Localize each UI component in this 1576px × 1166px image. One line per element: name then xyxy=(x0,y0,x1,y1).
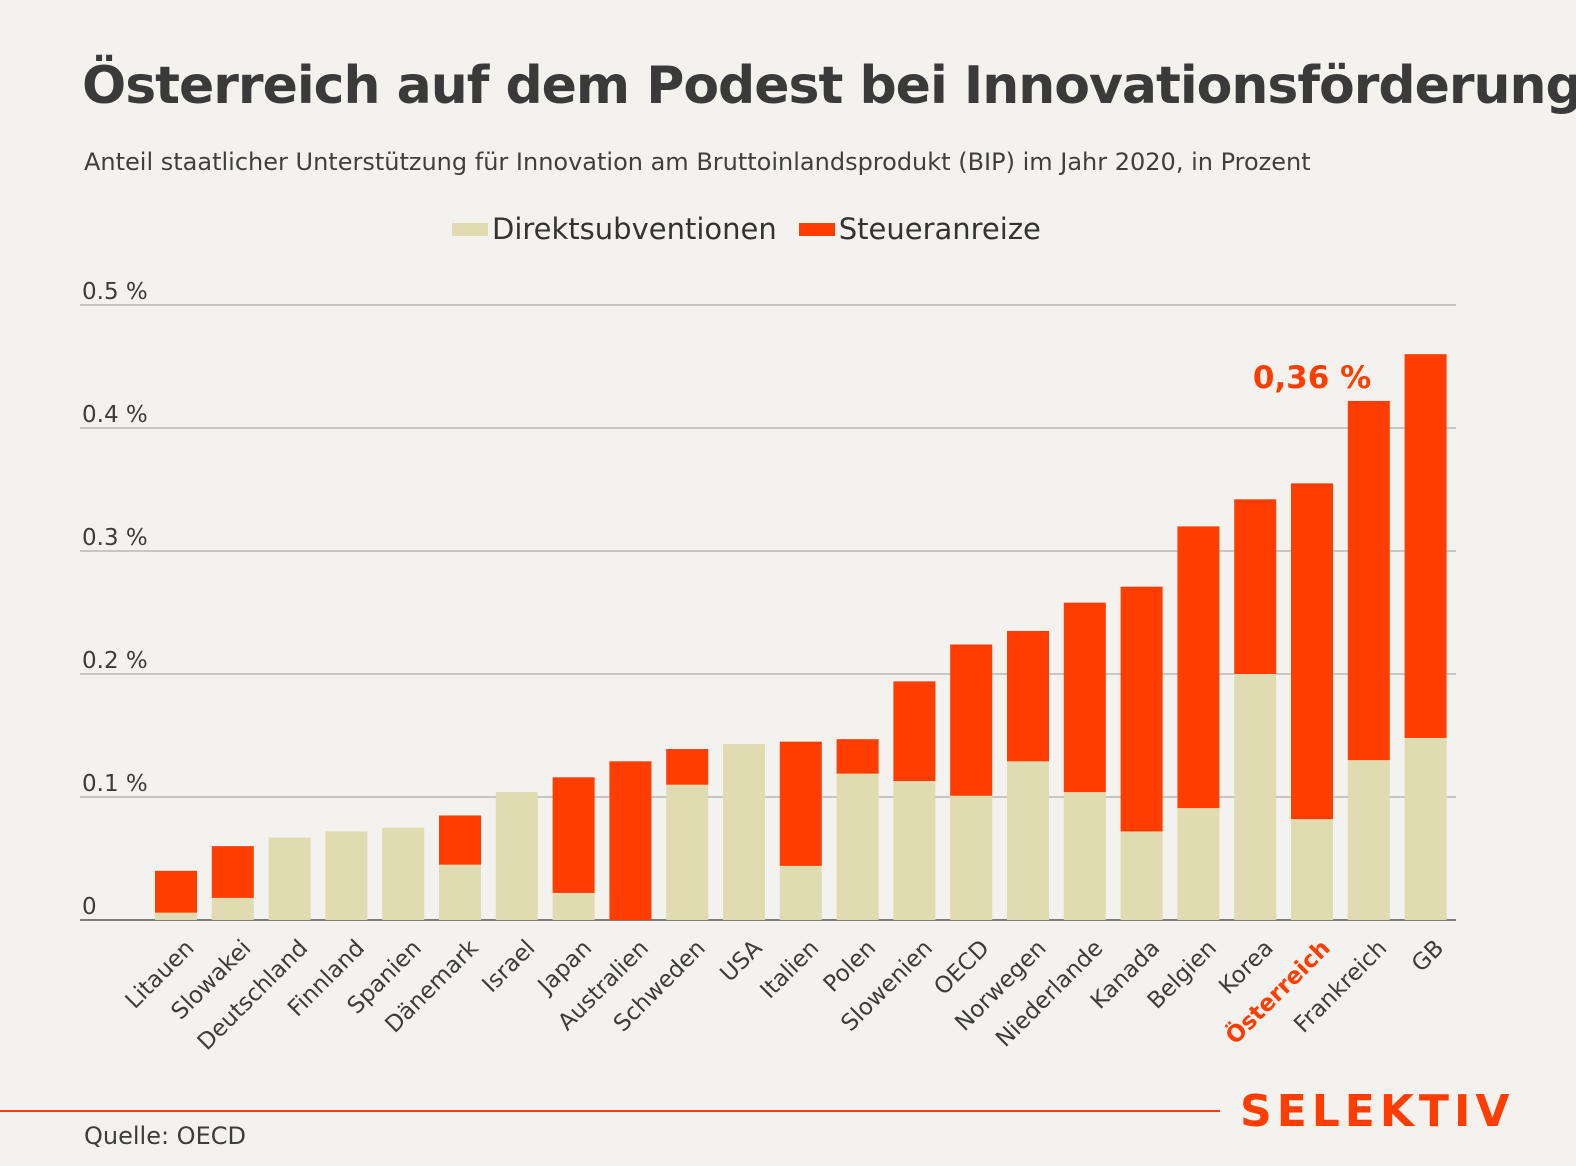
x-tick-label: GB xyxy=(1407,935,1449,977)
bar-tax xyxy=(836,739,879,774)
legend-label-direct: Direktsubventionen xyxy=(492,212,777,246)
bar-direct xyxy=(552,892,595,920)
y-tick-label: 0.4 % xyxy=(82,402,148,428)
footer-divider xyxy=(0,1110,1220,1112)
bar-direct xyxy=(325,831,368,920)
source-note: Quelle: OECD xyxy=(84,1122,246,1150)
bar-tax xyxy=(1063,602,1106,793)
bar-tax xyxy=(893,681,936,782)
bar-tax xyxy=(666,749,709,785)
bar-direct xyxy=(723,744,765,920)
legend-swatch-tax xyxy=(798,222,835,236)
bar-tax xyxy=(211,846,254,898)
x-tick-label: Israel xyxy=(478,935,541,998)
bar-tax xyxy=(1404,354,1447,738)
bar-direct xyxy=(495,792,538,920)
bar-tax xyxy=(552,777,595,893)
legend-label-tax: Steueranreize xyxy=(838,212,1041,246)
bar-tax xyxy=(1177,526,1220,809)
bar-tax xyxy=(439,815,481,865)
legend-item-direct: Direktsubventionen xyxy=(452,212,777,246)
y-tick-label: 0 xyxy=(82,894,97,920)
bar-direct xyxy=(1120,831,1163,920)
bar-tax xyxy=(779,741,822,866)
brand-logo: SELEKTIV xyxy=(1240,1086,1515,1137)
bar-direct xyxy=(211,897,254,920)
bar-tax xyxy=(950,644,993,796)
y-tick-label: 0.3 % xyxy=(82,525,148,551)
bar-direct xyxy=(1007,761,1049,920)
bar-tax xyxy=(1291,483,1333,820)
bar-direct xyxy=(1234,674,1277,920)
bar-direct xyxy=(1063,792,1106,920)
bar-direct xyxy=(836,773,879,920)
bar-direct xyxy=(1347,760,1390,920)
bar-direct xyxy=(666,784,709,920)
bar-direct xyxy=(779,865,822,920)
bar-direct xyxy=(382,827,425,920)
x-tick-label: Italien xyxy=(755,935,824,1004)
bar-tax xyxy=(1234,499,1277,674)
bar-direct xyxy=(1291,819,1333,920)
bar-direct xyxy=(1177,808,1220,920)
chart-title: Österreich auf dem Podest bei Innovation… xyxy=(82,56,1576,116)
chart-subtitle: Anteil staatlicher Unterstützung für Inn… xyxy=(84,148,1311,176)
legend-swatch-direct xyxy=(452,222,488,236)
y-tick-label: 0.5 % xyxy=(82,279,148,305)
bar-tax xyxy=(1120,586,1163,832)
x-tick-label: USA xyxy=(716,935,768,987)
bar-tax xyxy=(155,870,197,913)
legend: Direktsubventionen Steueranreize xyxy=(452,212,1063,246)
bar-tax xyxy=(1007,630,1049,762)
bar-tax xyxy=(1347,400,1390,761)
bar-direct xyxy=(155,912,197,920)
data-label: 0,36 % xyxy=(1253,360,1371,396)
bar-tax xyxy=(609,761,652,920)
bar-direct xyxy=(268,837,311,920)
bar-direct xyxy=(950,795,993,920)
y-tick-label: 0.1 % xyxy=(82,771,148,797)
bar-direct xyxy=(1404,737,1447,920)
legend-item-tax: Steueranreize xyxy=(798,212,1041,246)
bar-direct xyxy=(893,781,936,920)
bar-direct xyxy=(439,864,481,920)
y-tick-label: 0.2 % xyxy=(82,648,148,674)
